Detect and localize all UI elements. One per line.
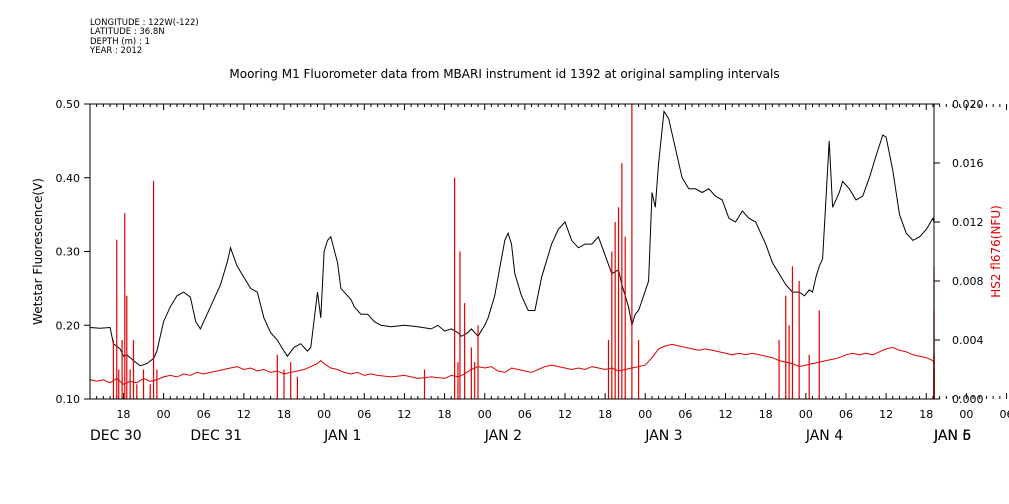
x-hour-tick-label: 12 <box>237 408 251 421</box>
x-hour-tick-label: 00 <box>478 408 492 421</box>
x-hour-tick-label: 06 <box>1000 408 1009 421</box>
y-axis-label: Wetstar Fluorescence(V) <box>31 178 45 325</box>
x-hour-tick-label: 06 <box>678 408 692 421</box>
y-right-tick-label: 0.004 <box>952 334 984 347</box>
x-day-label: JAN 1 <box>323 428 361 444</box>
metadata-depth: DEPTH (m) : 1 <box>90 36 150 47</box>
y-left-tick-label: 0.30 <box>56 246 81 259</box>
x-hour-tick-label: 00 <box>799 408 813 421</box>
x-day-label: JAN 2 <box>484 428 522 444</box>
x-day-label: JAN 5 <box>933 428 971 444</box>
x-day-label: JAN 4 <box>805 428 843 444</box>
x-hour-tick-label: 06 <box>197 408 211 421</box>
x-hour-tick-label: 12 <box>558 408 572 421</box>
x-hour-tick-label: 18 <box>116 408 130 421</box>
y-right-tick-label: 0.016 <box>952 157 984 170</box>
tick-labels: 18 00 06 12 18 00 06 12 18 00 06 12 18 00 06 12 18 00 06 12… <box>56 98 1009 444</box>
x-hour-tick-label: 00 <box>638 408 652 421</box>
y-left-tick-label: 0.10 <box>56 393 81 406</box>
x-hour-tick-label: 12 <box>719 408 733 421</box>
x-day-label: DEC 30 <box>90 428 142 444</box>
chart-title: Mooring M1 Fluorometer data from MBARI i… <box>229 67 780 81</box>
x-day-label: DEC 31 <box>190 428 242 444</box>
x-day-label: JAN 6 <box>933 428 971 444</box>
x-hour-tick-label: 12 <box>397 408 411 421</box>
metadata-block: LONGITUDE : 122W(-122) LATITUDE : 36.8N … <box>90 18 199 56</box>
x-hour-tick-label: 18 <box>759 408 773 421</box>
x-hour-tick-label: 18 <box>919 408 933 421</box>
x-hour-tick-label: 06 <box>839 408 853 421</box>
y-left-tick-label: 0.50 <box>56 98 81 111</box>
x-hour-tick-label: 12 <box>879 408 893 421</box>
series-fl676-line <box>89 343 935 385</box>
x-hour-tick-label: 00 <box>157 408 171 421</box>
y-right-tick-label: 0.000 <box>952 393 984 406</box>
x-hour-tick-label: 06 <box>357 408 371 421</box>
x-hour-tick-label: 06 <box>518 408 532 421</box>
x-day-label: JAN 3 <box>644 428 682 444</box>
x-hour-tick-label: 18 <box>598 408 612 421</box>
metadata-latitude: LATITUDE : 36.8N <box>90 27 165 38</box>
y-left-tick-label: 0.20 <box>56 319 81 332</box>
x-hour-tick-label: 18 <box>277 408 291 421</box>
series-fluorescence-line <box>89 109 935 367</box>
y-right-tick-label: 0.020 <box>952 98 984 111</box>
y-right-tick-label: 0.008 <box>952 275 984 288</box>
series-layer <box>89 104 935 399</box>
y-left-tick-label: 0.40 <box>56 172 81 185</box>
x-hour-tick-label: 18 <box>438 408 452 421</box>
metadata-longitude: LONGITUDE : 122W(-122) <box>90 18 199 28</box>
x-hour-tick-label: 00 <box>959 408 973 421</box>
y-right-tick-label: 0.012 <box>952 216 984 229</box>
plot-frame <box>89 103 935 400</box>
y2-axis-label: HS2 fl676(NFU) <box>989 205 1003 298</box>
metadata-year: YEAR : 2012 <box>90 45 143 56</box>
x-hour-tick-label: 00 <box>317 408 331 421</box>
